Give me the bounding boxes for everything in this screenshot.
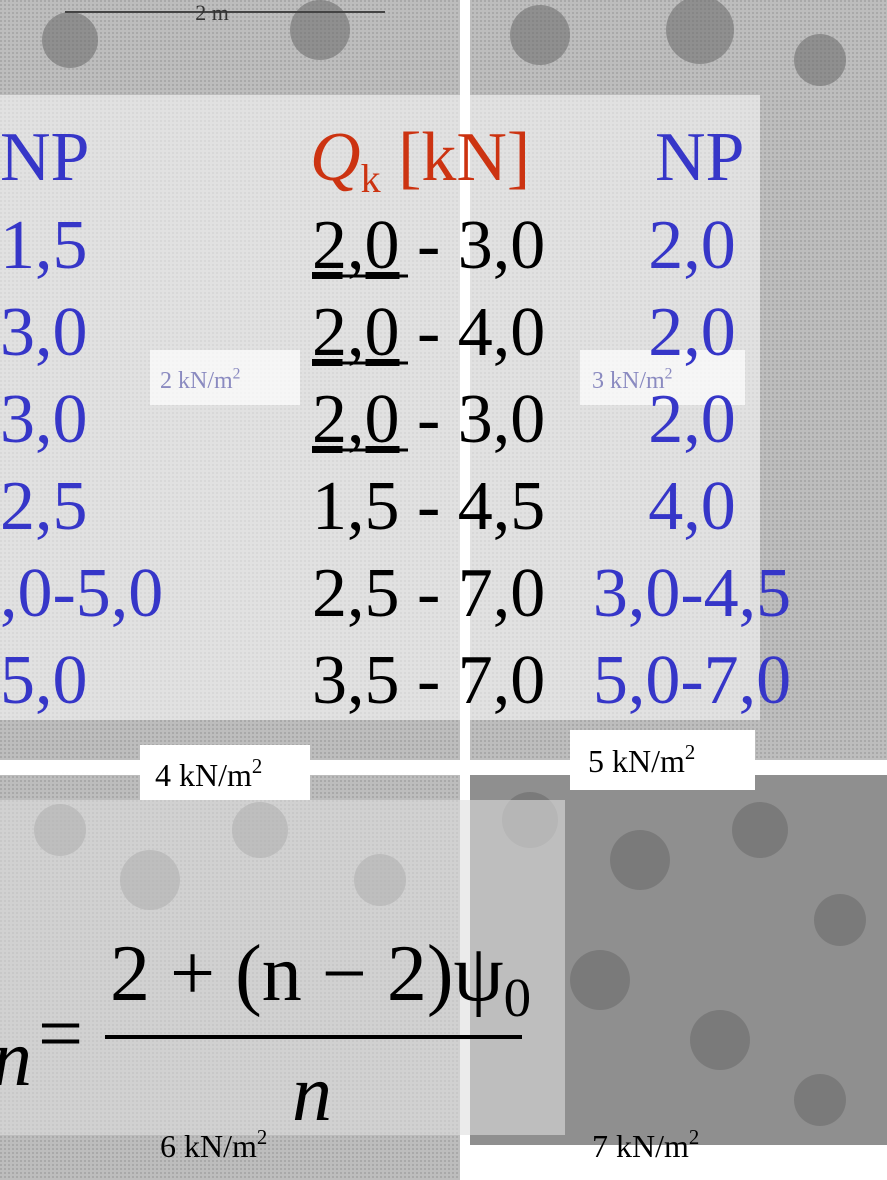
formula-lhs: n (0, 1015, 32, 1103)
right-value: 4,0 (648, 468, 736, 545)
mid-value: 3,5 - 7,0 (312, 642, 545, 719)
mid-low: 1,5 (312, 468, 400, 545)
right-value: 5,0-7,0 (593, 642, 791, 719)
label-text: 4 kN/m (155, 757, 252, 793)
load-label: 4 kN/m2 (155, 755, 262, 793)
mid-high: - 4,0 (400, 294, 546, 371)
q-subscript: k (361, 156, 381, 201)
label-text: 7 kN/m (592, 1128, 689, 1164)
mid-low: 3,5 (312, 642, 400, 719)
header-np: NP (0, 119, 89, 196)
mid-low: 2,0 (312, 294, 400, 371)
mid-high: - 7,0 (400, 642, 546, 719)
mid-value: 1,5 - 4,5 (312, 468, 545, 545)
label-text: 5 kN/m (588, 743, 685, 779)
label-text: 3 kN/m (592, 368, 665, 394)
label-text: 6 kN/m (160, 1128, 257, 1164)
label-sup: 2 (689, 1126, 699, 1149)
numerator-sub: 0 (504, 967, 532, 1028)
mid-value: 2,0 - 3,0 (312, 207, 545, 284)
label-text: 2 kN/m (160, 368, 233, 394)
load-label: 3 kN/m2 (592, 365, 672, 394)
formula-numerator: 2 + (n − 2)ψ0 (110, 930, 531, 1028)
q-symbol: Q (310, 119, 361, 196)
mid-value: 2,5 - 7,0 (312, 555, 545, 632)
q-unit: [kN] (381, 119, 531, 196)
slide: 2 m NPQk [kN]NP1,52,0 - 3,02,03,02,0 - 4… (0, 0, 887, 1180)
numerator: 2 + (n − 2)ψ (110, 930, 504, 1018)
mid-high: - 3,0 (400, 207, 546, 284)
header-np: NP (655, 119, 744, 196)
mid-high: - 4,5 (400, 468, 546, 545)
label-sup: 2 (685, 741, 695, 764)
formula-equals: = (38, 990, 83, 1078)
mid-high: - 7,0 (400, 555, 546, 632)
right-value: 2,0 (648, 294, 736, 371)
label-sup: 2 (665, 365, 673, 382)
mid-value: 2,0 - 4,0 (312, 294, 545, 371)
mid-low: 2,0 (312, 381, 400, 458)
label-sup: 2 (252, 755, 262, 778)
left-value: 1,5 (0, 207, 88, 284)
mid-low: 2,5 (312, 555, 400, 632)
load-label: 7 kN/m2 (592, 1126, 699, 1164)
dimension: 2 m (195, 0, 229, 25)
left-value: 3,0 (0, 294, 88, 371)
left-value: 3,0 (0, 381, 88, 458)
left-value: 2,5 (0, 468, 88, 545)
label-sup: 2 (233, 365, 241, 382)
load-label: 6 kN/m2 (160, 1126, 267, 1164)
left-value: 5,0 (0, 642, 88, 719)
mid-low: 2,0 (312, 207, 400, 284)
left-value: ,0-5,0 (0, 555, 163, 632)
mid-high: - 3,0 (400, 381, 546, 458)
load-label: 2 kN/m2 (160, 365, 240, 394)
header-q: Qk [kN] (310, 119, 530, 201)
formula-denominator: n (292, 1050, 332, 1138)
label-sup: 2 (257, 1126, 267, 1149)
right-value: 2,0 (648, 207, 736, 284)
load-label: 5 kN/m2 (588, 741, 695, 779)
right-value: 3,0-4,5 (593, 555, 791, 632)
mid-value: 2,0 - 3,0 (312, 381, 545, 458)
